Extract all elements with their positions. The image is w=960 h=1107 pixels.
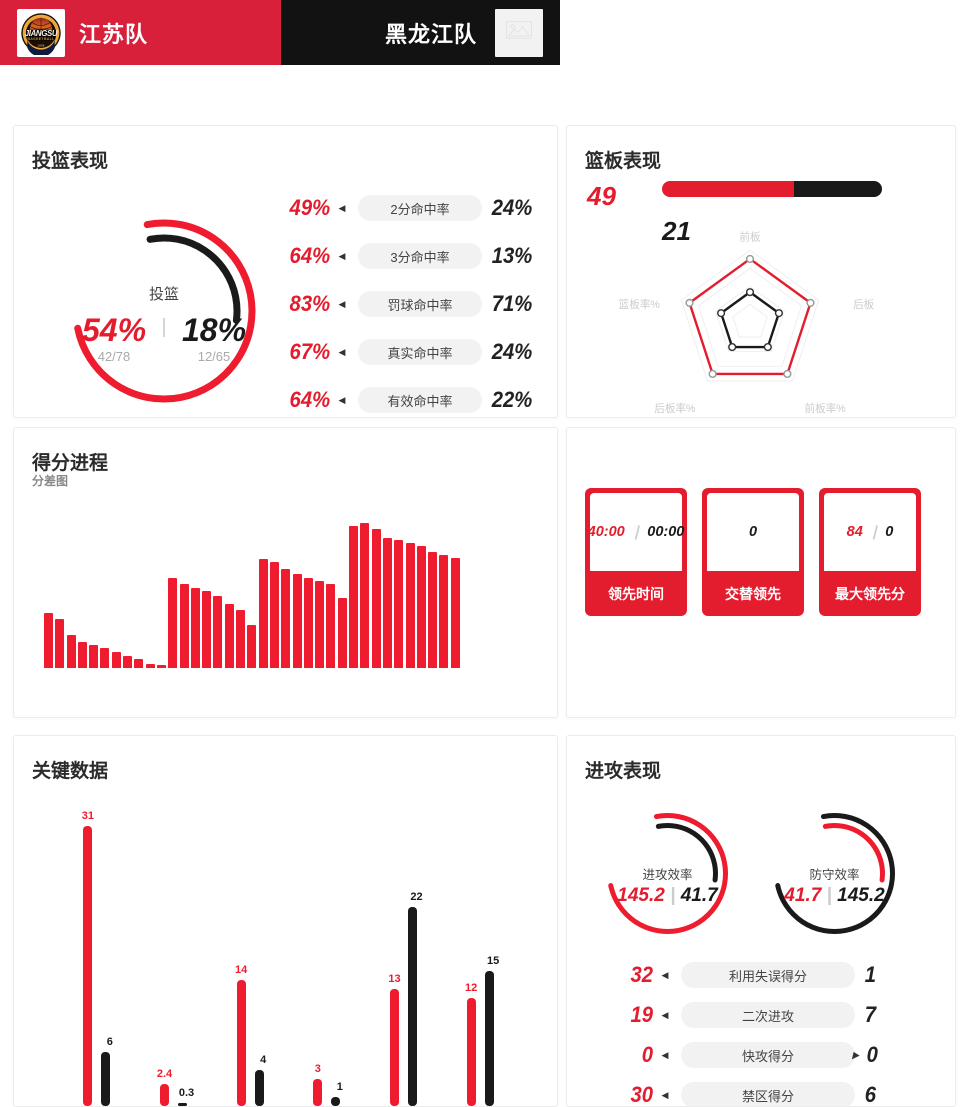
svg-text:42/78: 42/78	[98, 349, 131, 364]
svg-text:BASKETBALL: BASKETBALL	[27, 36, 55, 40]
svg-text:54%: 54%	[82, 312, 146, 348]
svg-text:篮板率%: 篮板率%	[619, 298, 661, 311]
svg-text:1958: 1958	[37, 43, 44, 47]
svg-text:后板: 后板	[853, 298, 875, 311]
svg-text:41.7 | 145.2: 41.7 | 145.2	[783, 885, 885, 906]
svg-text:进攻效率: 进攻效率	[642, 867, 692, 882]
svg-text:前板率%: 前板率%	[805, 402, 847, 414]
svg-text:145.2 | 41.7: 145.2 | 41.7	[617, 885, 719, 906]
svg-text:后板率%: 后板率%	[654, 402, 696, 414]
svg-text:|: |	[161, 316, 166, 338]
svg-text:投篮: 投篮	[149, 285, 179, 303]
svg-text:18%: 18%	[182, 312, 246, 348]
svg-text:12/65: 12/65	[198, 349, 231, 364]
svg-text:前板: 前板	[739, 231, 761, 244]
svg-text:防守效率: 防守效率	[809, 867, 859, 882]
